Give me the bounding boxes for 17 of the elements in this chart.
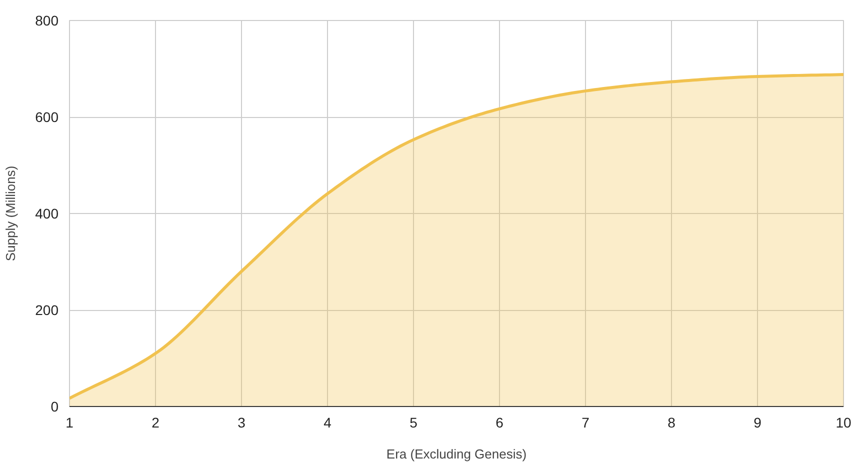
x-tick-label: 6 [496, 414, 504, 430]
x-tick-label: 8 [668, 414, 676, 430]
x-tick-label: 1 [66, 414, 74, 430]
y-tick-label: 800 [35, 12, 59, 28]
x-tick-label: 4 [324, 414, 332, 430]
x-tick-label: 10 [836, 414, 852, 430]
x-tick-label: 9 [754, 414, 762, 430]
y-axis-title: Supply (Millions) [3, 166, 18, 262]
y-tick-label: 400 [35, 206, 59, 222]
x-axis-title: Era (Excluding Genesis) [386, 446, 527, 462]
x-tick-label: 7 [582, 414, 590, 430]
y-tick-label: 600 [35, 109, 59, 125]
y-tick-label: 0 [50, 398, 59, 414]
x-tick-label: 3 [238, 414, 246, 430]
x-tick-label: 5 [410, 414, 418, 430]
y-tick-label: 200 [35, 302, 59, 318]
x-tick-label: 2 [152, 414, 160, 430]
